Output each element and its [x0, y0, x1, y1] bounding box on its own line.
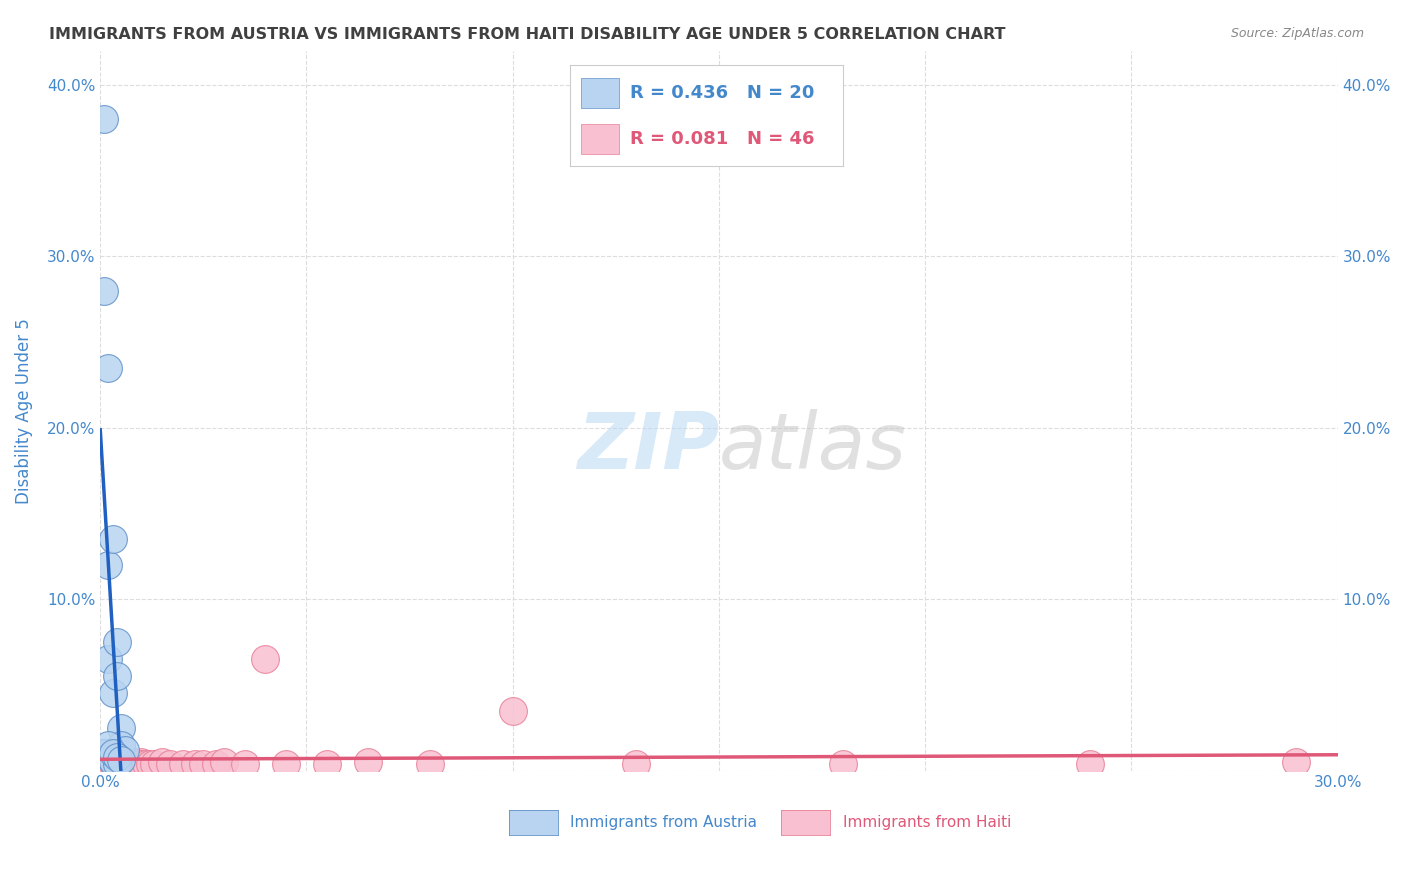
Point	[110, 738, 132, 752]
Point	[142, 756, 165, 771]
Point	[122, 756, 145, 771]
Point	[97, 652, 120, 666]
Point	[97, 738, 120, 752]
Point	[626, 756, 648, 771]
Point	[105, 756, 128, 771]
Point	[127, 756, 149, 771]
Point	[110, 751, 132, 765]
Text: atlas: atlas	[718, 409, 907, 484]
Point	[110, 755, 132, 769]
Point	[172, 756, 194, 771]
Text: ZIP: ZIP	[576, 409, 718, 484]
Point	[122, 755, 145, 769]
Point	[110, 753, 132, 767]
Point	[1078, 756, 1101, 771]
Point	[101, 747, 124, 761]
Point	[159, 756, 181, 771]
Point	[502, 704, 524, 718]
Point	[357, 755, 380, 769]
Point	[105, 669, 128, 683]
Point	[204, 756, 226, 771]
Text: Immigrants from Austria: Immigrants from Austria	[571, 815, 758, 830]
Point	[131, 756, 153, 771]
Point	[831, 756, 853, 771]
Point	[233, 756, 256, 771]
Point	[131, 755, 153, 769]
Point	[419, 756, 441, 771]
Point	[101, 753, 124, 767]
Point	[139, 756, 162, 771]
Point	[105, 755, 128, 769]
Point	[105, 750, 128, 764]
Point	[105, 635, 128, 649]
Point	[101, 686, 124, 700]
Point	[114, 743, 136, 757]
Point	[97, 751, 120, 765]
Point	[110, 756, 132, 771]
Point	[110, 721, 132, 735]
Point	[101, 755, 124, 769]
Point	[135, 756, 157, 771]
Point	[93, 747, 115, 761]
Point	[114, 755, 136, 769]
Point	[101, 750, 124, 764]
Point	[93, 112, 115, 127]
Point	[105, 753, 128, 767]
Point	[316, 756, 339, 771]
Point	[118, 755, 141, 769]
Point	[105, 756, 128, 771]
Point	[101, 755, 124, 769]
Point	[97, 750, 120, 764]
Point	[254, 652, 277, 666]
Point	[105, 751, 128, 765]
Y-axis label: Disability Age Under 5: Disability Age Under 5	[15, 318, 32, 504]
Point	[1285, 755, 1308, 769]
Text: Source: ZipAtlas.com: Source: ZipAtlas.com	[1230, 27, 1364, 40]
Point	[193, 756, 215, 771]
Point	[114, 756, 136, 771]
Point	[150, 755, 173, 769]
Point	[184, 756, 207, 771]
Point	[274, 756, 297, 771]
Point	[93, 755, 115, 769]
Point	[97, 750, 120, 764]
Point	[97, 755, 120, 769]
Point	[93, 284, 115, 298]
Text: IMMIGRANTS FROM AUSTRIA VS IMMIGRANTS FROM HAITI DISABILITY AGE UNDER 5 CORRELAT: IMMIGRANTS FROM AUSTRIA VS IMMIGRANTS FR…	[49, 27, 1005, 42]
Point	[93, 747, 115, 761]
Point	[110, 755, 132, 769]
Text: Immigrants from Haiti: Immigrants from Haiti	[842, 815, 1011, 830]
Point	[97, 558, 120, 572]
Point	[101, 532, 124, 546]
Point	[118, 756, 141, 771]
Point	[97, 360, 120, 375]
Point	[212, 755, 235, 769]
